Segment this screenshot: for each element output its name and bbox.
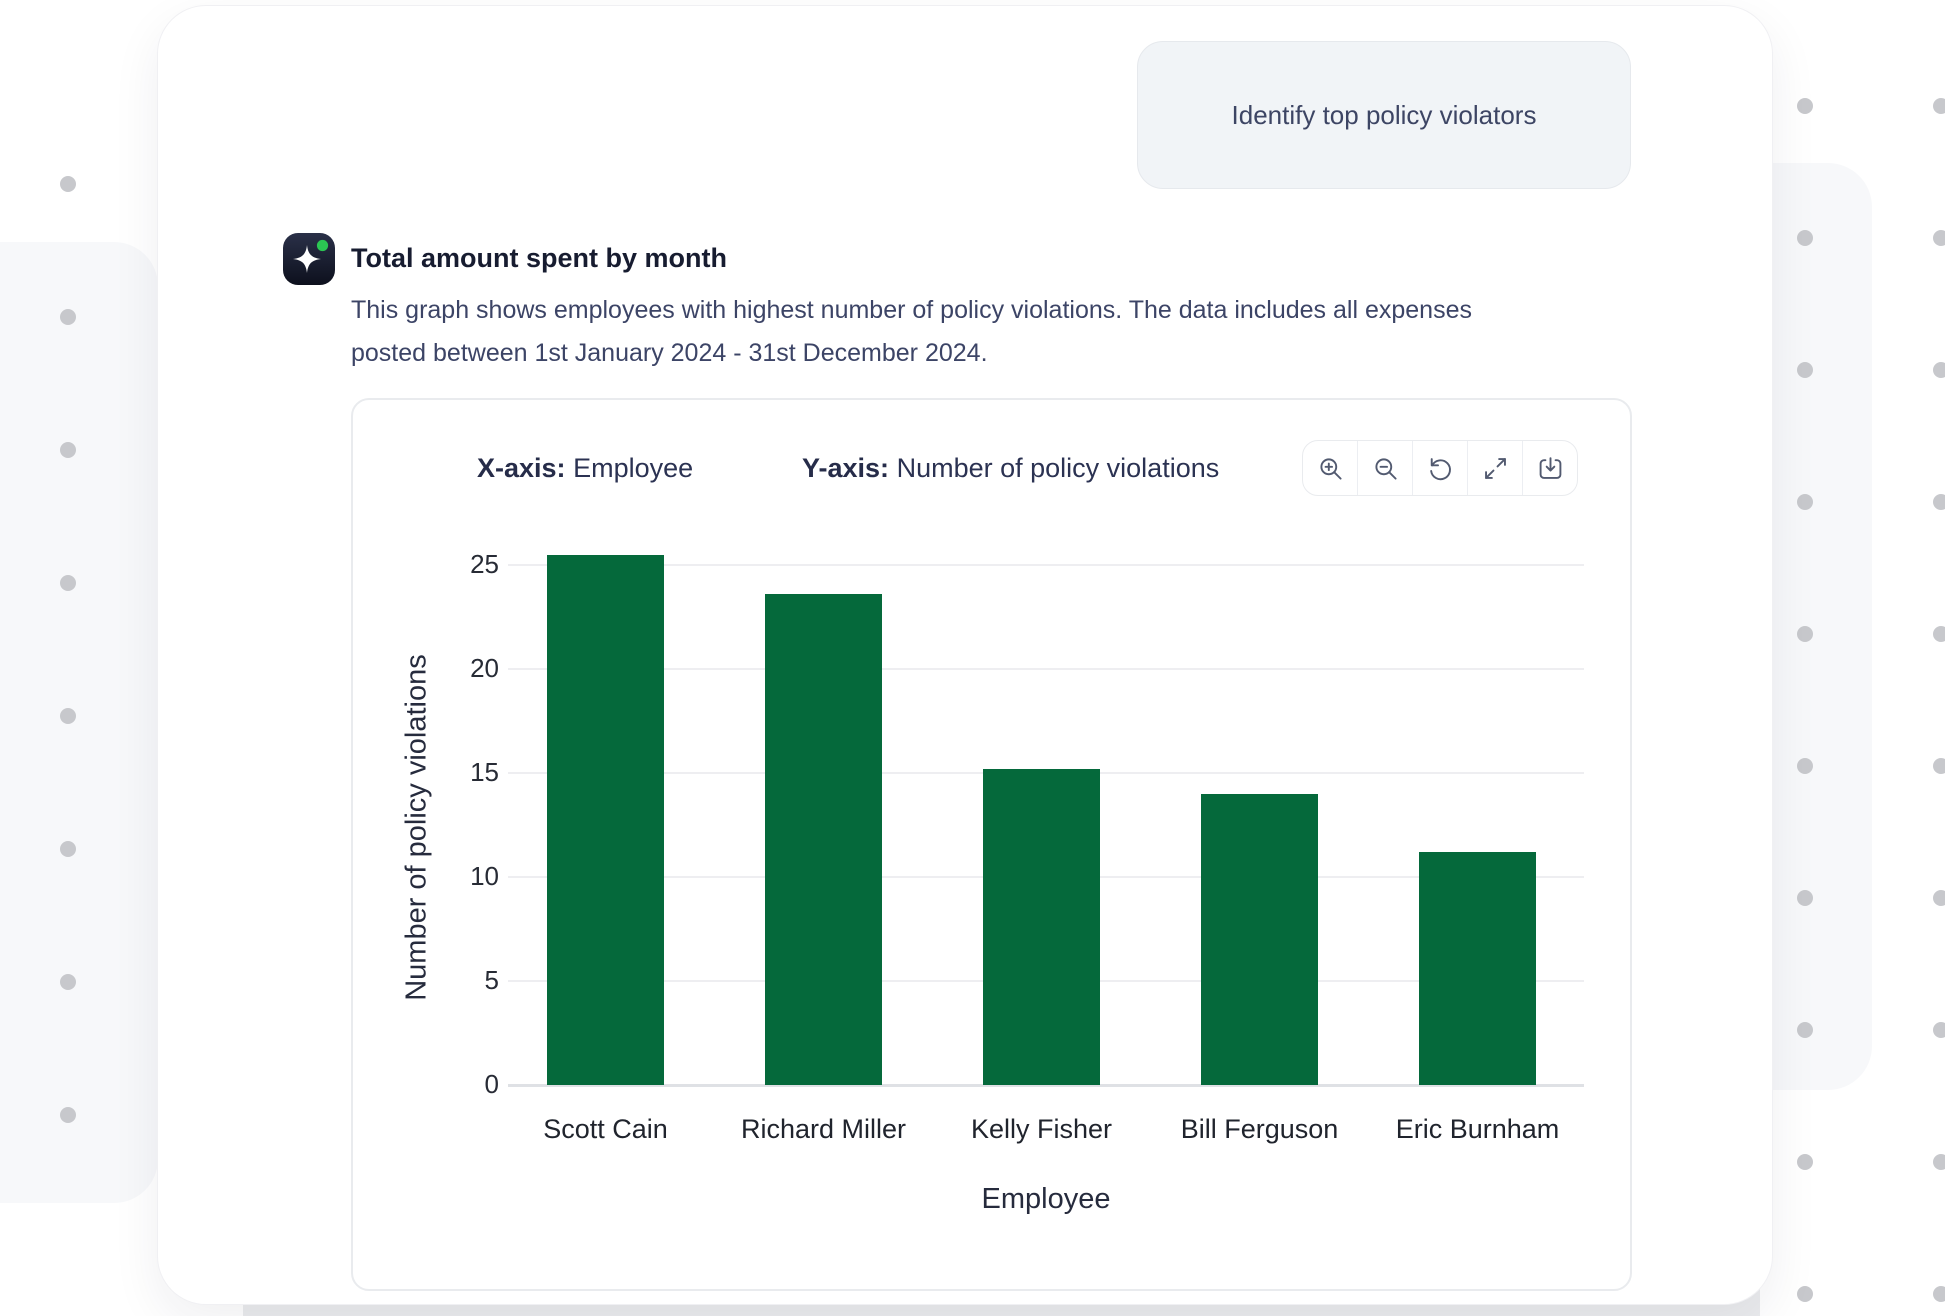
decorative-dot [1933,98,1945,114]
expand-button[interactable] [1467,441,1522,495]
x-axis-tick-label: Bill Ferguson [1180,1114,1339,1144]
decorative-dot [1933,758,1945,774]
download-button[interactable] [1522,441,1577,495]
x-axis-header-value: Employee [573,453,694,483]
decorative-dot [60,841,76,857]
sparkle-icon [283,233,335,285]
decorative-dot [1797,362,1813,378]
decorative-dot [1797,1154,1813,1170]
y-axis-header: Y-axis: Number of policy violations [802,453,1219,484]
decorative-dot [1933,1022,1945,1038]
app-card: Identify top policy violators Total amou… [158,6,1772,1304]
bar-bill-ferguson [1201,793,1318,1085]
decorative-dot [60,442,76,458]
y-axis-tick-label: 15 [470,757,499,787]
left-background-panel [0,242,158,1203]
reset-button[interactable] [1412,441,1467,495]
bar-kelly-fisher [983,768,1100,1085]
decorative-dot [1797,98,1813,114]
x-axis-tick-label: Richard Miller [740,1114,907,1144]
x-axis-tick-label: Kelly Fisher [970,1114,1113,1144]
gridline [508,668,1584,670]
decorative-dot [60,176,76,192]
decorative-dot [60,309,76,325]
user-message-text: Identify top policy violators [1231,99,1537,130]
chart-card: X-axis: Employee Y-axis: Number of polic… [351,398,1632,1291]
decorative-dot [1933,230,1945,246]
chart-toolbar [1302,440,1578,496]
bar-eric-burnham [1419,852,1536,1085]
decorative-dot [1797,890,1813,906]
gridline [508,564,1584,566]
y-axis-tick-label: 5 [484,965,499,995]
decorative-dot [60,1107,76,1123]
decorative-dot [1797,1286,1813,1302]
y-axis-tick-label: 25 [470,549,499,579]
decorative-dot [1797,626,1813,642]
decorative-dot [1797,230,1813,246]
bar-richard-miller [765,594,882,1085]
y-axis-tick-label: 0 [484,1069,499,1099]
decorative-dot [1797,1022,1813,1038]
assistant-title: Total amount spent by month [351,243,727,273]
bar-scott-cain [547,554,664,1085]
zoom-in-button[interactable] [1303,441,1357,495]
decorative-dot [60,575,76,591]
expand-icon [1484,457,1506,479]
y-axis-tick-label: 20 [470,653,499,683]
x-axis-header: X-axis: Employee [477,453,693,484]
reset-icon [1429,457,1451,480]
zoom-out-icon [1374,457,1397,480]
gridline [508,1084,1584,1087]
decorative-dot [60,974,76,990]
download-icon [1539,456,1561,479]
decorative-dot [1797,494,1813,510]
decorative-dot [1933,626,1945,642]
user-message-bubble: Identify top policy violators [1137,41,1631,189]
x-axis-title: Employee [981,1183,1111,1215]
decorative-dot [1933,362,1945,378]
decorative-dot [60,708,76,724]
assistant-description: This graph shows employees with highest … [351,296,1472,367]
decorative-dot [1933,1286,1945,1302]
bar-chart-plot: Number of policy violations Employee 0 5 1… [353,400,1630,1289]
decorative-dot [1797,758,1813,774]
x-axis-header-prefix: X-axis: [477,453,566,483]
zoom-in-icon [1319,457,1342,480]
decorative-dot [1933,494,1945,510]
x-axis-tick-label: Scott Cain [543,1114,668,1144]
y-axis-header-value: Number of policy violations [896,453,1220,483]
y-axis-tick-label: 10 [470,861,499,891]
decorative-dot [1933,1154,1945,1170]
decorative-dot [1933,890,1945,906]
zoom-out-button[interactable] [1357,441,1412,495]
x-axis-tick-label: Eric Burnham [1395,1114,1560,1144]
y-axis-header-prefix: Y-axis: [802,453,890,483]
